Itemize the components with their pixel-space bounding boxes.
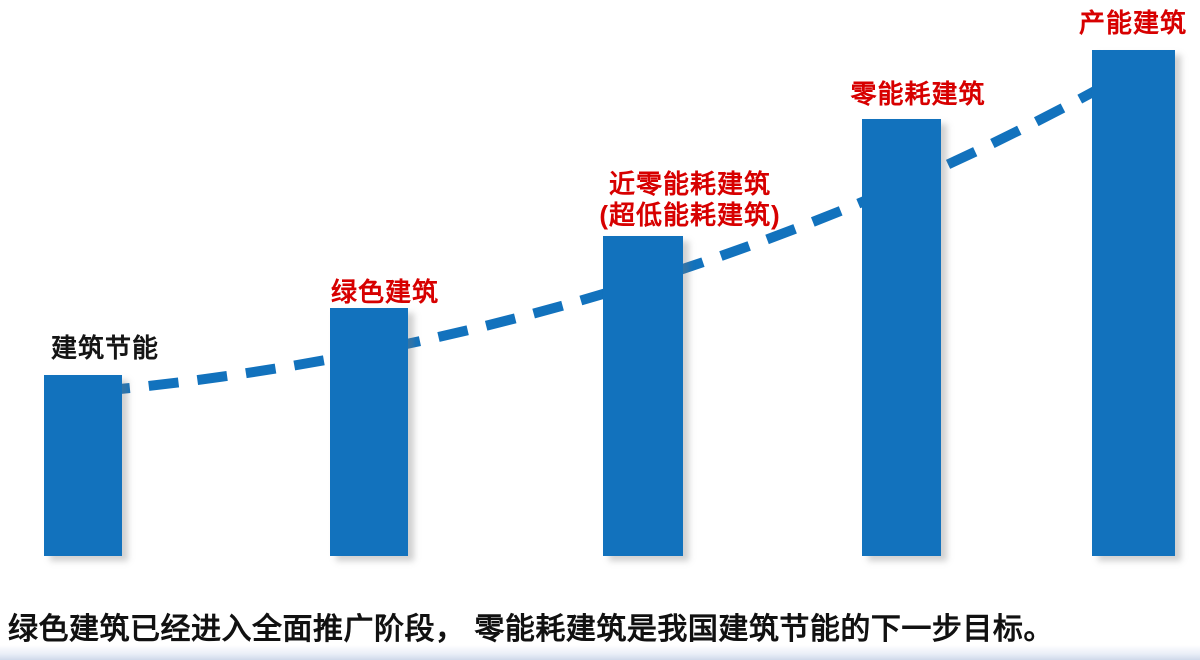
bar-green-building xyxy=(330,308,408,556)
caption-text: 绿色建筑已经进入全面推广阶段， 零能耗建筑是我国建筑节能的下一步目标。 xyxy=(8,613,1054,646)
bar-zero-energy-building xyxy=(862,119,941,556)
bar-label-near-zero-line2: (超低能耗建筑) xyxy=(599,200,781,230)
bottom-gradient-strip xyxy=(0,645,1200,660)
bar-label-near-zero-energy-building: 近零能耗建筑 (超低能耗建筑) xyxy=(565,169,815,231)
bar-label-green-building: 绿色建筑 xyxy=(330,277,439,307)
bar-label-building-energy-saving: 建筑节能 xyxy=(50,333,159,363)
bar-label-zero-energy-building: 零能耗建筑 xyxy=(850,79,986,109)
bar-energy-producing-building xyxy=(1092,50,1175,556)
bar-building-energy-saving xyxy=(44,375,122,556)
bar-near-zero-energy-building xyxy=(603,236,683,556)
bar-label-near-zero-line1: 近零能耗建筑 xyxy=(608,169,771,199)
bar-label-energy-producing-building: 产能建筑 xyxy=(1078,8,1187,38)
